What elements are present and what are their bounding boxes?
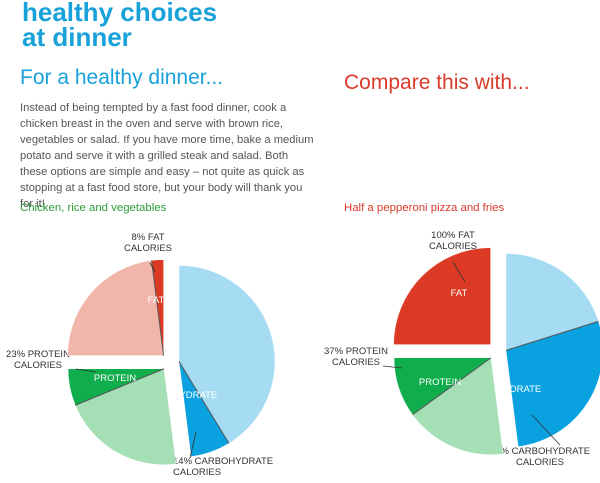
title-line-2: at dinner [22,22,132,52]
fastfood-meal-caption: Half a pepperoni pizza and fries [344,202,505,214]
callout-leader-fat [149,262,156,273]
callout-protein: 37% PROTEIN CALORIES [324,346,388,368]
callout-fat: 100% FAT CALORIES [429,230,477,252]
slice-fat-highlight [393,247,491,345]
pie-chart-1: CARBOHYDRATE 14% CARBOHYDRATE CALORIES PROT… [6,232,276,478]
callout-leader-carbohydrate [189,431,197,459]
page-title: healthy choices at dinner [22,0,217,50]
callout-leader-protein [75,368,97,373]
callout-protein: 23% PROTEIN CALORIES [6,349,70,371]
callout-fat: 8% FAT CALORIES [124,232,172,254]
compare-heading: Compare this with... [344,71,530,94]
callout-leader-fat [452,261,466,283]
slice-label-protein: PROTEIN [419,377,461,388]
slice-carbohydrate-divider [505,320,599,351]
slice-label-fat: FAT [148,295,165,306]
title-line-1: healthy choices [22,0,218,27]
pie-chart-2: CARBOHYDRATE 58% CARBOHYDRATE CALORIES PROT… [324,230,600,468]
callout-carbohydrate: 14% CARBOHYDRATE CALORIES [173,456,273,478]
intro-paragraph: Instead of being tempted by a fast food … [20,102,314,210]
slice-label-carbohydrate: CARBOHYDRATE [139,390,217,401]
slice-carbohydrate-highlight [505,321,600,447]
slice-protein-divider [412,357,492,416]
slice-protein-divider [75,368,165,406]
healthy-dinner-heading: For a healthy dinner... [20,66,224,89]
callout-carbohydrate: 58% CARBOHYDRATE CALORIES [490,446,590,468]
slice-label-carbohydrate: CARBOHYDRATE [463,384,541,395]
slice-protein-highlight [67,368,165,406]
callout-leader-protein [382,365,403,369]
slice-label-fat: FAT [451,288,468,299]
callout-leader-carbohydrate [531,414,561,446]
slice-label-protein: PROTEIN [94,373,136,384]
slice-fat-divider [151,260,165,356]
slice-protein-highlight [393,357,492,416]
healthy-meal-caption: Chicken, rice and vegetables [20,202,167,214]
slice-carbohydrate-divider [178,361,230,444]
slice-fat [67,259,164,356]
